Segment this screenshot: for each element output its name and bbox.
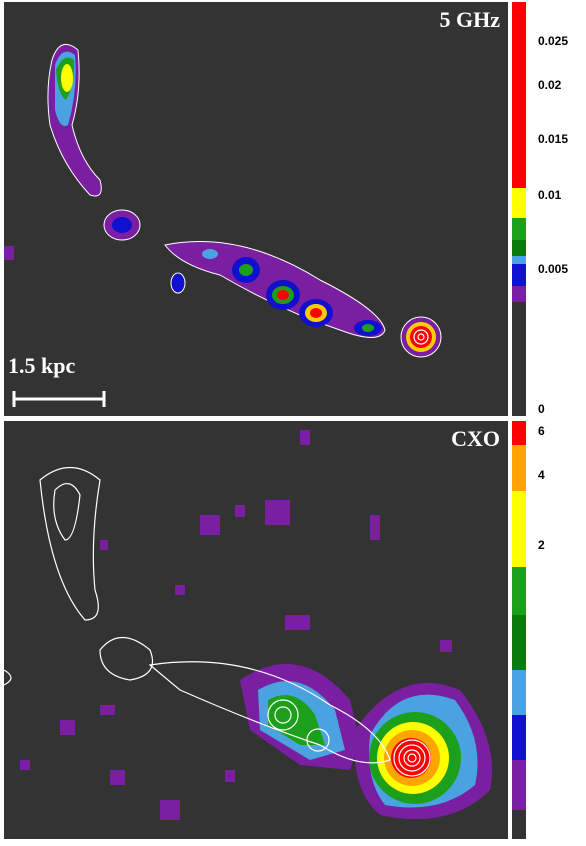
colorbar-tick: 6 [538,424,545,438]
panel-label: CXO [451,426,500,451]
colorbar-tick: 2 [538,538,545,552]
scale-bar [12,391,106,407]
colorbar-tick: 0.005 [538,262,568,276]
radio-contours [3,467,431,777]
colorbar-tick: 0.02 [538,78,562,92]
colorbar-tick: 0.025 [538,34,568,48]
panel-label: 5 GHz [440,7,501,32]
radio-colorbar [512,2,526,416]
xray-colorbar [512,421,526,839]
radio-jet [4,43,442,358]
colorbar-tick: 0 [538,402,545,416]
colorbar-tick: 4 [538,468,545,482]
colorbar-tick: 0.01 [538,188,562,202]
scale-bar-label: 1.5 kpc [8,353,75,378]
colorbar-tick: 0.015 [538,132,568,146]
